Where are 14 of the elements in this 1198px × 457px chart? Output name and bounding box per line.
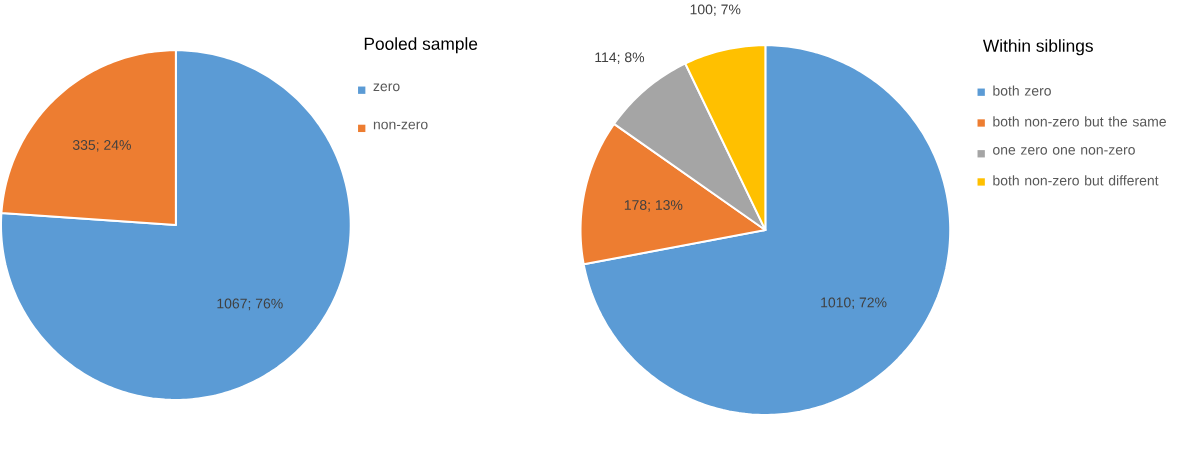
legend-label: both zero [993,85,1051,96]
data-label: 178; 13% [624,200,683,212]
legend-label: both non-zero but different [993,175,1159,186]
data-label: 1010; 72% [821,297,887,310]
legend-label: non-zero [373,121,428,130]
data-label: 100; 7% [690,4,741,17]
legend-label: one zero one non-zero [993,147,1135,155]
legend-label: zero [373,83,400,92]
data-label: 1067; 76% [217,298,283,311]
legend-label: both non-zero but the same [993,116,1166,127]
text: Within siblings [982,39,1093,56]
chart-title: Pooled sample [364,37,478,54]
data-label: 114; 8% [595,52,645,64]
data-label: 335; 24% [72,140,131,152]
